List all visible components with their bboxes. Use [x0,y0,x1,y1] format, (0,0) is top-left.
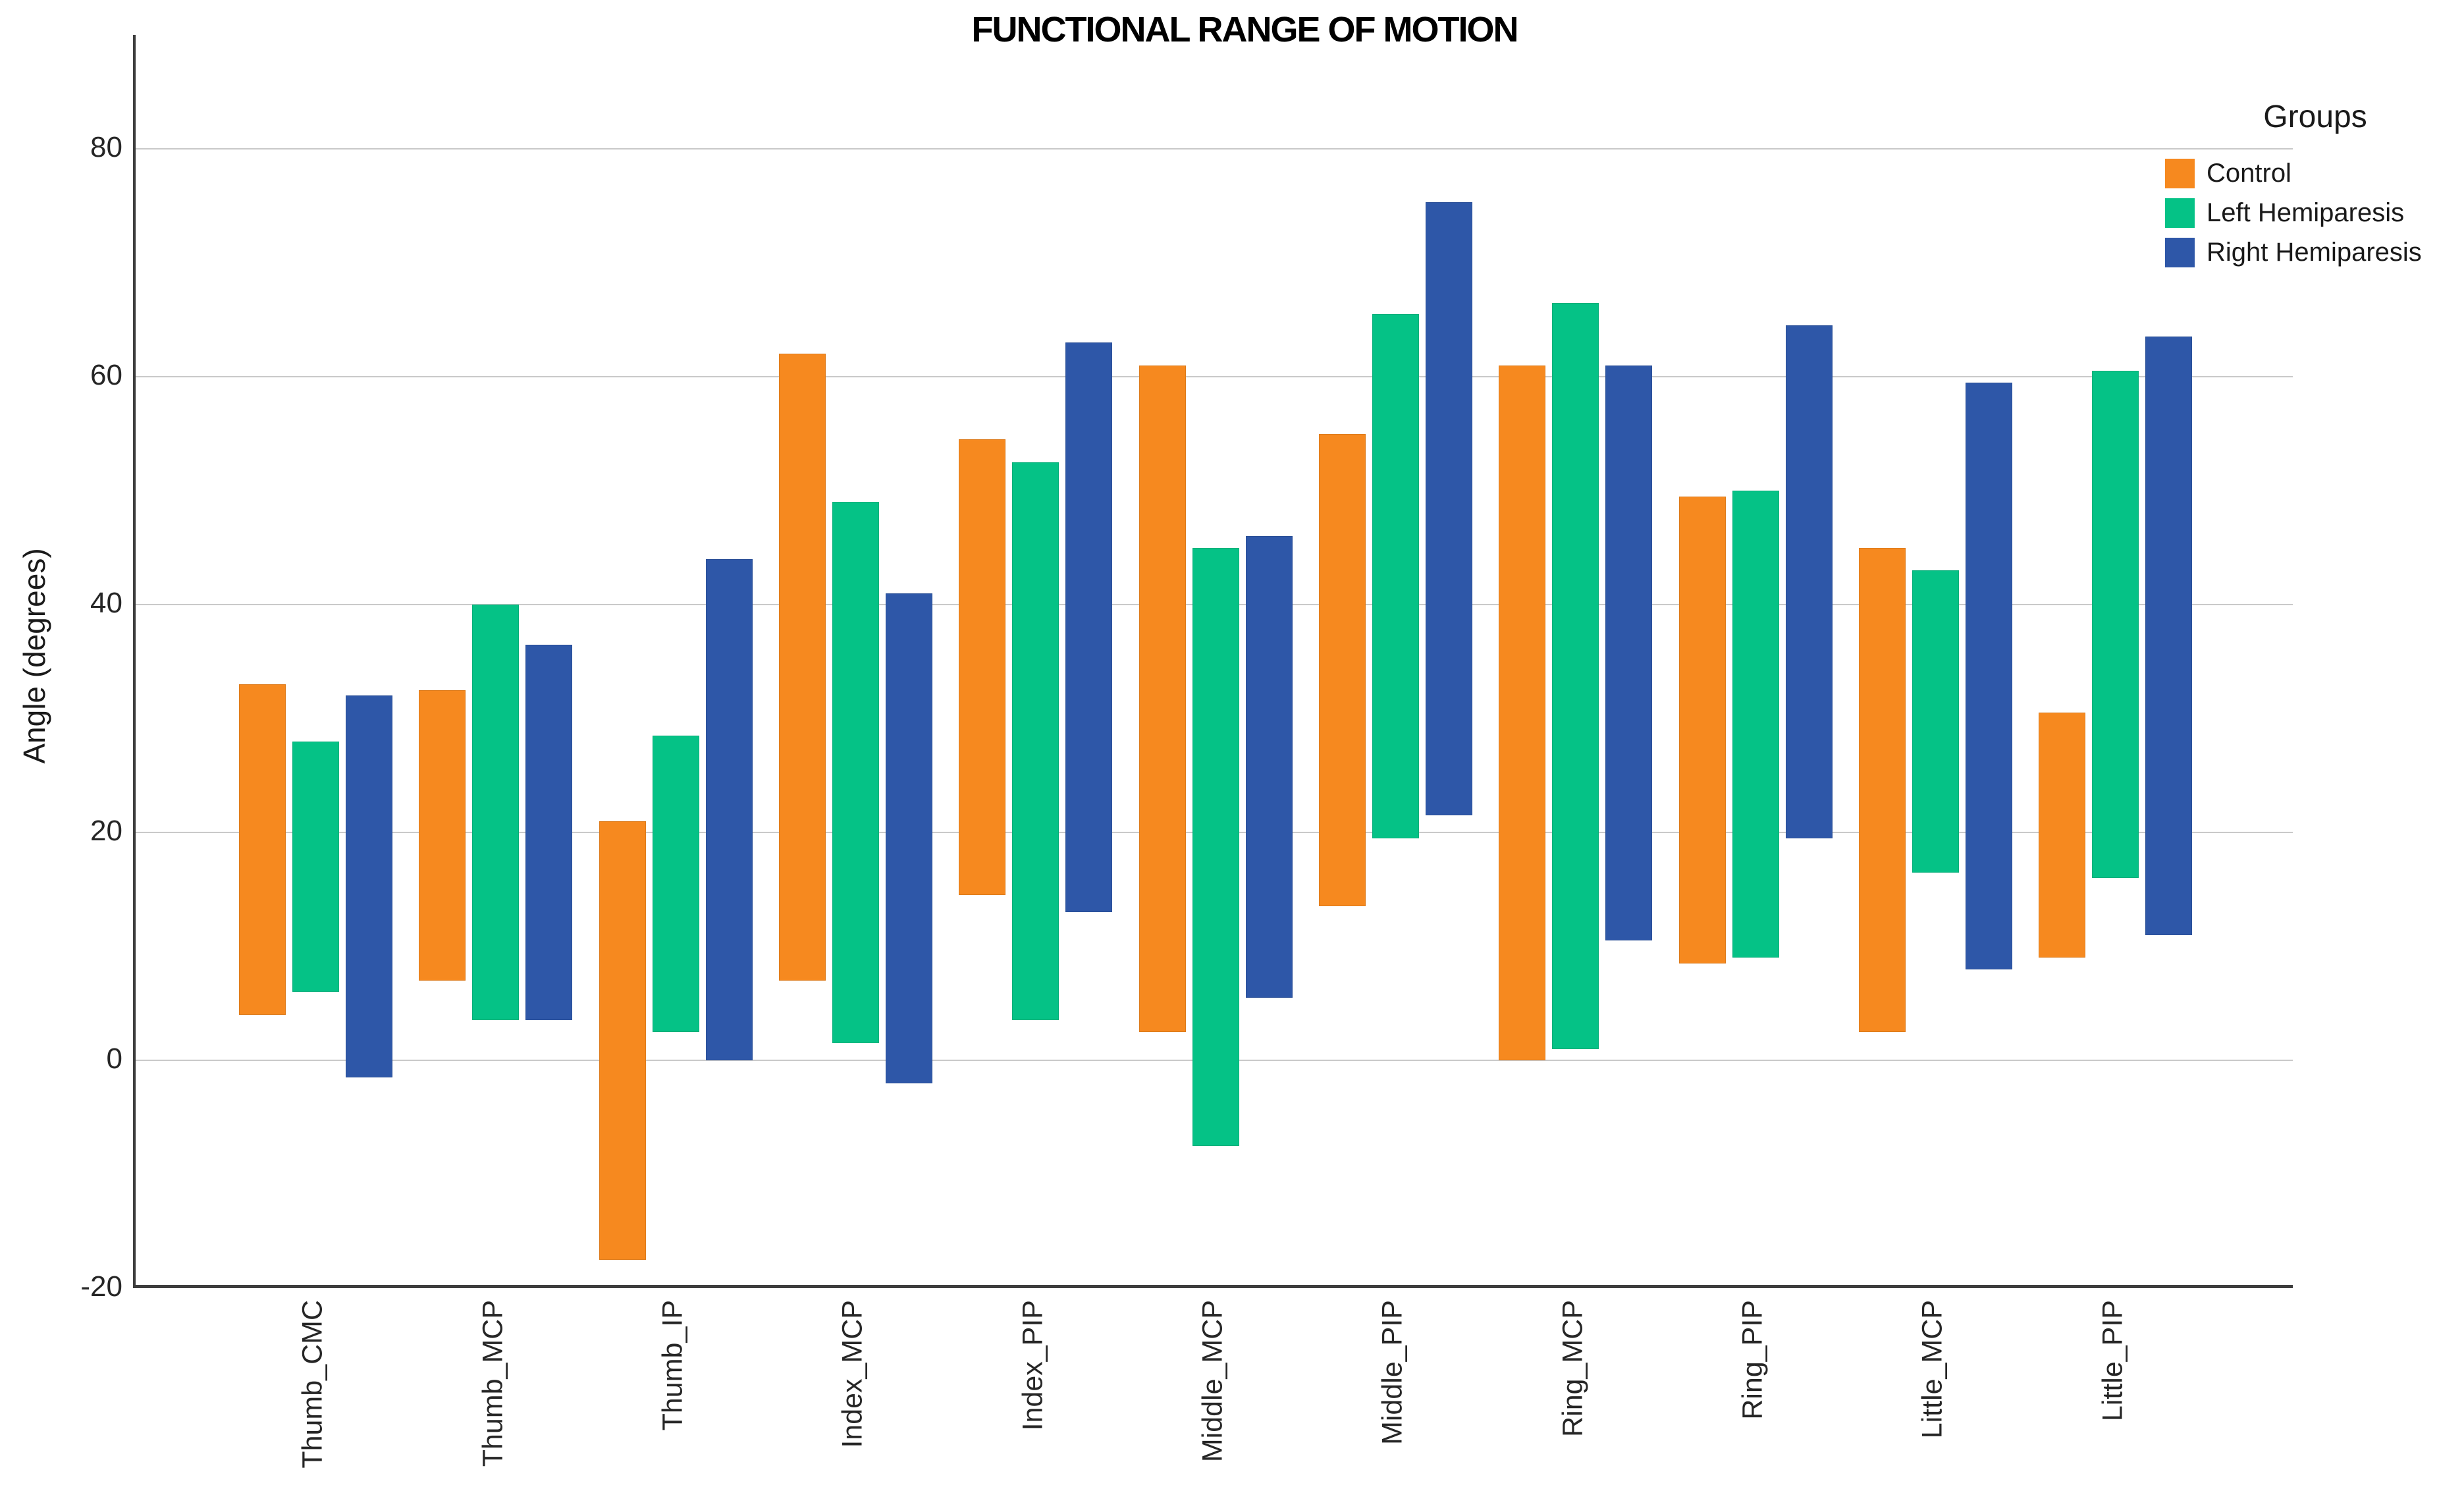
legend-row-left-hemiparesis: Left Hemiparesis [2165,198,2464,228]
y-tick-label-80: 80 [90,131,122,163]
range-bar-control-index_pip [959,439,1006,896]
range-bar-control-middle_pip [1318,433,1366,907]
legend-row-right-hemiparesis: Right Hemiparesis [2165,238,2464,267]
range-bar-control-thumb_ip [599,821,646,1260]
range-bar-right-hemiparesis-little_pip [2145,337,2193,935]
range-bar-right-hemiparesis-index_mcp [885,593,932,1083]
range-bar-left-hemiparesis-middle_mcp [1192,547,1239,1146]
range-bar-control-middle_mcp [1138,365,1186,1032]
y-tick-label-40: 40 [90,587,122,619]
gridline-60 [136,376,2293,377]
range-bar-left-hemiparesis-ring_mcp [1552,302,1599,1049]
range-bar-control-ring_mcp [1499,365,1546,1060]
y-tick-label-0: 0 [106,1043,122,1075]
range-bar-right-hemiparesis-ring_pip [1785,325,1833,838]
range-bar-right-hemiparesis-thumb_cmc [345,695,392,1077]
x-category-label-index_pip: Index_PIP [1017,1300,1049,1431]
range-bar-right-hemiparesis-thumb_ip [705,558,753,1060]
range-bar-left-hemiparesis-thumb_cmc [292,741,339,992]
range-bar-control-index_mcp [778,354,826,981]
range-bar-control-little_pip [2039,713,2086,958]
range-bar-right-hemiparesis-middle_mcp [1245,536,1293,998]
legend-label-left-hemiparesis: Left Hemiparesis [2207,198,2405,227]
y-tick-label-60: 60 [90,359,122,391]
plot-area [133,35,2293,1288]
range-bar-left-hemiparesis-little_pip [2092,371,2139,879]
legend-label-right-hemiparesis: Right Hemiparesis [2207,238,2422,267]
range-bar-control-little_mcp [1858,547,1906,1032]
legend-swatch-left-hemiparesis [2165,198,2195,228]
legend-title: Groups [2263,99,2367,134]
x-category-label-little_pip: Little_PIP [2097,1300,2129,1422]
legend-label-control: Control [2207,159,2291,188]
legend-row-control: Control [2165,159,2464,188]
x-category-label-little_mcp: Little_MCP [1916,1300,1948,1439]
x-category-label-thumb_mcp: Thumb_MCP [477,1300,509,1467]
range-bar-left-hemiparesis-middle_pip [1372,313,1419,838]
legend-swatch-right-hemiparesis [2165,238,2195,267]
x-category-label-ring_mcp: Ring_MCP [1557,1300,1589,1437]
legend-swatch-control [2165,159,2195,188]
range-bar-control-ring_pip [1678,496,1726,963]
range-bar-right-hemiparesis-middle_pip [1425,202,1472,816]
y-tick-label-20: 20 [90,815,122,847]
range-bar-control-thumb_cmc [238,684,286,1015]
x-category-label-index_mcp: Index_MCP [836,1300,869,1448]
legend-entries: Control Left Hemiparesis Right Hemiparesis [2165,159,2464,267]
y-tick-label--20: -20 [80,1270,122,1303]
range-bar-right-hemiparesis-little_mcp [1965,382,2012,969]
range-bar-left-hemiparesis-ring_pip [1732,491,1779,958]
range-bar-right-hemiparesis-index_pip [1065,342,1113,913]
range-bar-right-hemiparesis-ring_mcp [1605,365,1653,941]
range-bar-left-hemiparesis-little_mcp [1912,570,1959,873]
range-bar-left-hemiparesis-index_pip [1012,462,1059,1021]
gridline-80 [136,148,2293,149]
x-category-label-thumb_ip: Thumb_IP [656,1300,689,1431]
x-category-label-thumb_cmc: Thumb_CMC [296,1300,329,1469]
x-category-label-ring_pip: Ring_PIP [1736,1300,1769,1420]
range-bar-control-thumb_mcp [419,690,466,981]
range-bar-right-hemiparesis-thumb_mcp [525,644,573,1021]
range-bar-left-hemiparesis-thumb_ip [652,735,699,1032]
range-bar-left-hemiparesis-thumb_mcp [472,605,520,1021]
range-bar-left-hemiparesis-index_mcp [832,502,879,1044]
x-category-label-middle_mcp: Middle_MCP [1196,1300,1229,1463]
legend: Groups Control Left Hemiparesis Right Hemi… [2165,99,2464,277]
chart-title: FUNCTIONAL RANGE OF MOTION [971,10,1519,49]
x-category-label-middle_pip: Middle_PIP [1376,1300,1408,1445]
y-axis-label: Angle (degrees) [17,548,51,764]
